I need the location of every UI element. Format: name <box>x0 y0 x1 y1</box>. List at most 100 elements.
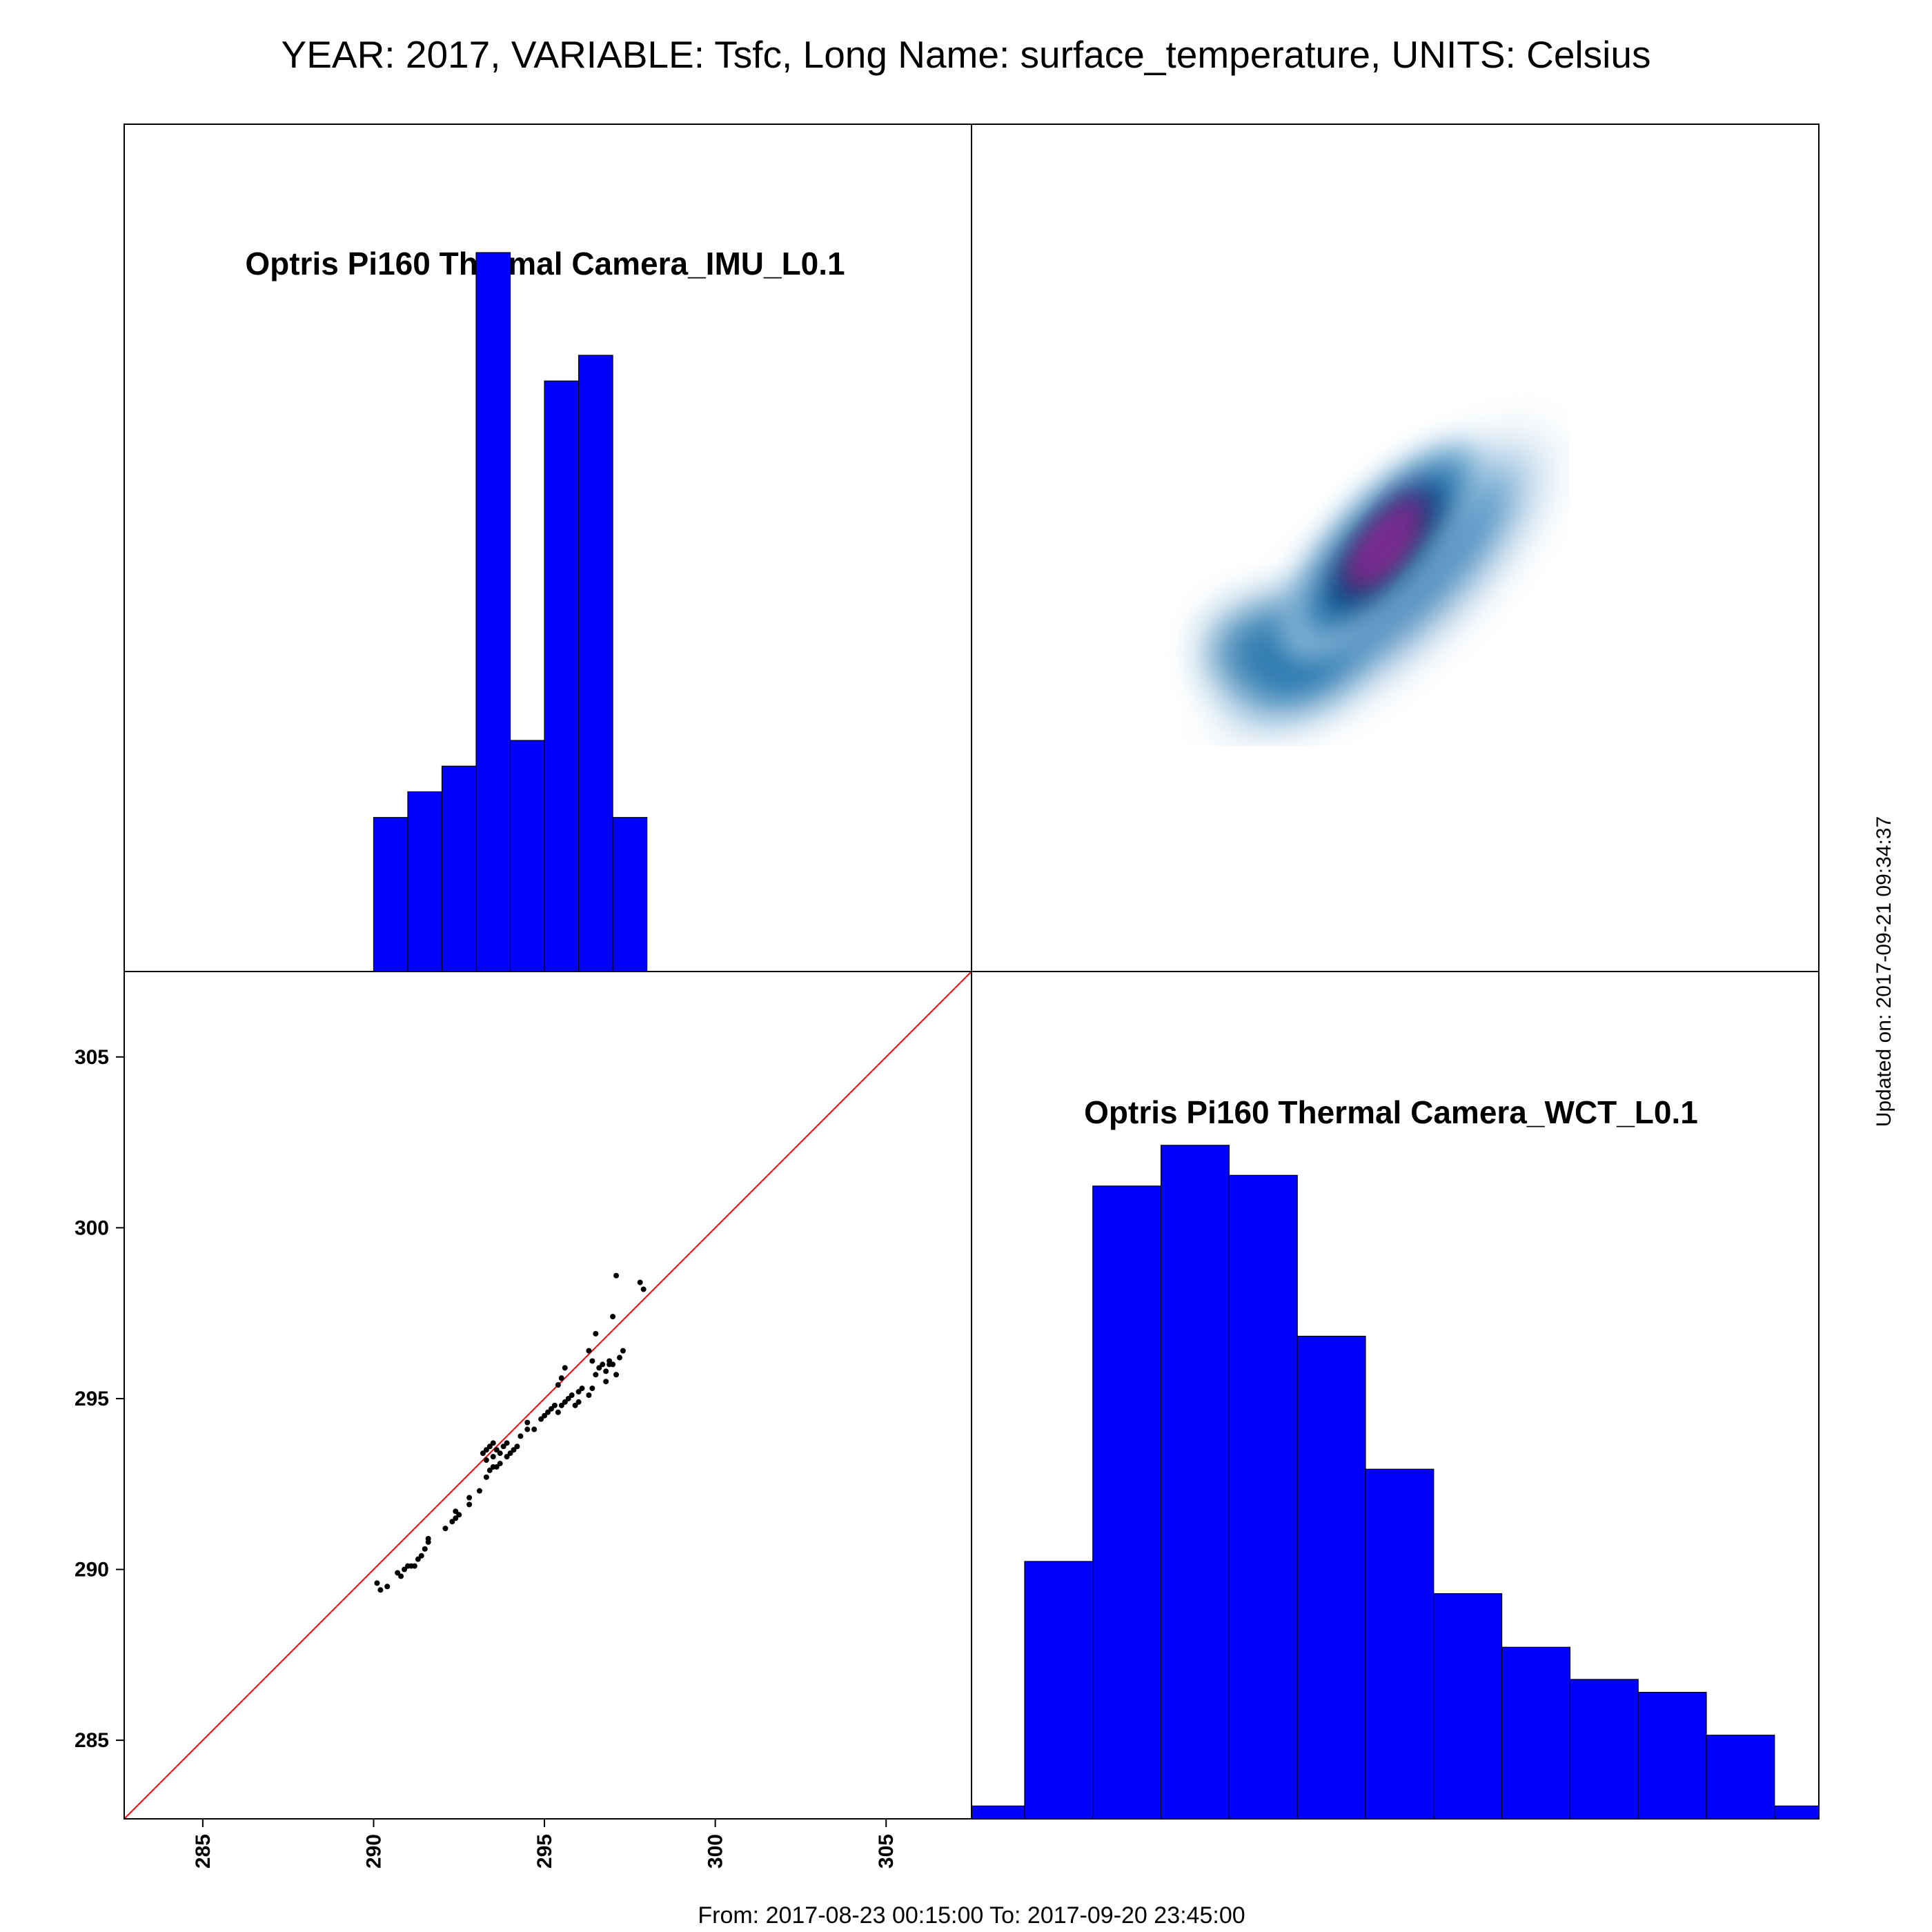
scatter-point <box>593 1372 599 1378</box>
updated-timestamp: Updated on: 2017-09-21 09:34:37 <box>1873 816 1895 1127</box>
histogram-panel-imu: Optris Pi160 Thermal Camera_IMU_L0.1 <box>245 246 845 972</box>
density-panel <box>1190 407 1570 747</box>
scatter-point <box>538 1416 544 1422</box>
wct-histogram-bar <box>1228 1174 1298 1820</box>
scatter-point <box>558 1375 564 1381</box>
wct-histogram-bar <box>1092 1185 1162 1820</box>
scatter-point <box>524 1419 531 1426</box>
scatter-point <box>524 1426 531 1432</box>
x-tick-label: 290 <box>362 1834 385 1869</box>
scatter-point <box>453 1508 459 1515</box>
scatter-point <box>453 1515 459 1521</box>
imu-histogram-bar <box>578 355 613 972</box>
scatter-point <box>610 1314 616 1320</box>
scatter-point <box>497 1450 503 1457</box>
scatter-point <box>531 1426 538 1432</box>
scatter-point <box>497 1461 503 1467</box>
scatter-point <box>562 1399 568 1405</box>
scatter-point <box>483 1447 489 1453</box>
imu-histogram-bar <box>407 791 443 972</box>
scatter-point <box>486 1467 493 1473</box>
scatter-point <box>507 1450 513 1457</box>
y-tick-label: 300 <box>75 1216 109 1239</box>
wct-histogram-bar <box>1569 1679 1639 1820</box>
scatter-point <box>586 1392 592 1398</box>
scatter-point <box>575 1389 582 1395</box>
scatter-point <box>377 1587 384 1593</box>
scatter-point <box>411 1563 417 1569</box>
imu-histogram-bar <box>544 380 580 972</box>
scatter-point <box>395 1570 401 1576</box>
scatter-point <box>589 1358 595 1364</box>
scatter-panel: 285 290 295 300 305 285 290 295 300 305 <box>75 972 972 1869</box>
wct-histogram-bar <box>1706 1735 1775 1820</box>
x-tick-label: 285 <box>192 1834 215 1869</box>
wct-histogram-bar <box>1024 1561 1094 1820</box>
density-peak <box>1346 493 1424 589</box>
matrix-frame <box>124 124 1820 1820</box>
scatter-point <box>545 1409 551 1415</box>
scatter-point <box>637 1279 643 1285</box>
scatter-point <box>548 1406 554 1412</box>
scatter-point <box>504 1440 510 1446</box>
scatter-point <box>640 1286 647 1292</box>
scatter-point <box>493 1463 500 1470</box>
scatter-point <box>442 1526 448 1532</box>
x-tick-label: 305 <box>875 1834 898 1869</box>
x-tick-label: 295 <box>533 1834 556 1869</box>
scatter-point <box>613 1372 620 1378</box>
scatter-point <box>596 1365 602 1371</box>
scatter-point <box>603 1368 609 1374</box>
scatter-point <box>490 1440 496 1446</box>
scatter-point <box>384 1584 391 1590</box>
wct-histogram-bar <box>971 1805 1025 1820</box>
y-tick-label: 295 <box>75 1388 109 1410</box>
scatter-point <box>579 1386 585 1392</box>
scatter-point <box>555 1382 561 1388</box>
wct-histogram-bar <box>1365 1468 1435 1820</box>
scatter-point <box>511 1447 517 1453</box>
panel-title-wct: Optris Pi160 Thermal Camera_WCT_L0.1 <box>1084 1094 1698 1130</box>
scatter-point <box>415 1556 421 1562</box>
scatter-point <box>466 1501 473 1508</box>
panel-title-imu: Optris Pi160 Thermal Camera_IMU_L0.1 <box>245 246 845 282</box>
scatter-point <box>500 1443 506 1450</box>
scatter-point <box>504 1454 510 1460</box>
date-range-label: From: 2017-08-23 00:15:00 To: 2017-09-20… <box>698 1902 1245 1929</box>
scatter-point <box>418 1552 424 1559</box>
scatter-point <box>402 1566 408 1573</box>
scatter-point <box>558 1402 564 1408</box>
scatter-point <box>518 1433 524 1439</box>
scatter-point <box>422 1546 428 1552</box>
scatter-point <box>486 1443 493 1450</box>
imu-histogram-bar <box>509 740 545 972</box>
imu-histogram-bar <box>441 765 477 972</box>
scatter-point <box>607 1361 613 1368</box>
scatter-point <box>569 1392 575 1398</box>
scatter-point <box>555 1409 561 1415</box>
scatter-point <box>565 1395 571 1401</box>
chart-title: YEAR: 2017, VARIABLE: Tsfc, Long Name: s… <box>282 33 1651 76</box>
wct-histogram-bar <box>1501 1646 1570 1820</box>
scatter-point <box>589 1386 595 1392</box>
scatter-point <box>542 1412 548 1419</box>
wct-histogram-bar <box>1160 1145 1230 1820</box>
scatter-point <box>398 1573 404 1579</box>
scatter-point <box>514 1443 520 1450</box>
x-tick-label: 300 <box>704 1834 727 1869</box>
scatter-point <box>456 1512 462 1518</box>
scatter-point <box>490 1454 496 1460</box>
scatter-point <box>603 1379 609 1385</box>
y-tick-label: 305 <box>75 1046 109 1069</box>
scatter-point <box>616 1354 622 1361</box>
scatter-point <box>600 1361 606 1368</box>
scatter-point <box>572 1402 578 1408</box>
scatter-point <box>586 1348 592 1354</box>
scatter-point <box>449 1519 455 1525</box>
scatter-point <box>493 1447 500 1453</box>
imu-histogram-bar <box>612 817 648 972</box>
scatter-point <box>593 1330 599 1337</box>
scatter-point <box>562 1365 568 1371</box>
y-tick-label: 290 <box>75 1559 109 1581</box>
